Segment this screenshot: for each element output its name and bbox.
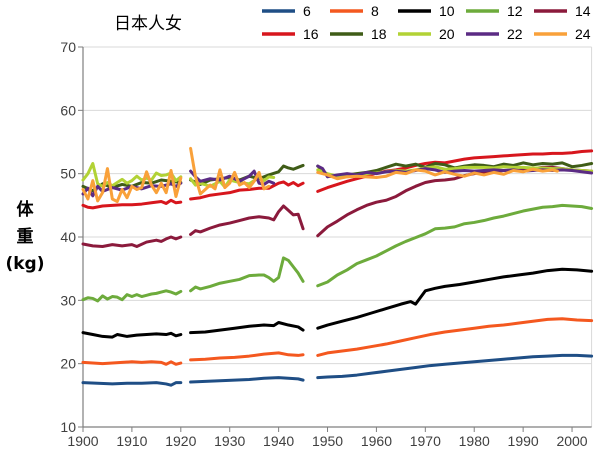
legend-item-6: 6 [262,3,311,19]
legend-item-20: 20 [398,26,455,42]
series-line-24 [81,146,559,204]
legend-item-8: 8 [330,3,379,19]
x-tick-label: 1910 [116,433,147,449]
legend-item-24: 24 [534,26,591,42]
y-tick-label: 70 [60,39,76,55]
y-axis-title-line: 体 [16,200,34,220]
x-tick-label: 1960 [361,433,392,449]
x-tick-label: 1920 [165,433,196,449]
y-tick-label: 30 [60,292,76,308]
x-tick-label: 1970 [410,433,441,449]
legend-label: 14 [575,3,591,19]
y-axis-title: 体 重 (kg) [3,197,47,278]
y-tick-label: 20 [60,356,76,372]
legend-label: 18 [371,26,387,42]
legend-label: 8 [371,3,379,19]
x-tick-label: 1900 [67,433,98,449]
legend-item-18: 18 [330,26,387,42]
x-tick-label: 1980 [459,433,490,449]
x-tick-label: 1950 [312,433,343,449]
x-tick-label: 2000 [556,433,587,449]
y-axis-tick-labels: 10 20 30 40 50 60 70 [60,39,76,435]
x-tick-label: 1990 [508,433,539,449]
x-tick-label: 1940 [263,433,294,449]
legend-item-10: 10 [398,3,455,19]
legend: 6 8 10 12 14 16 18 20 22 24 [262,3,591,42]
plot-lines [81,146,594,387]
legend-item-16: 16 [262,26,319,42]
legend-label: 10 [439,3,455,19]
legend-label: 24 [575,26,591,42]
series-line-8 [81,317,594,366]
chart-title: 日本人女 [114,14,182,34]
series-line-10 [81,267,594,339]
legend-label: 6 [303,3,311,19]
axes [78,46,592,432]
x-tick-label: 1930 [214,433,245,449]
y-tick-label: 10 [60,419,76,435]
legend-label: 20 [439,26,455,42]
y-tick-label: 50 [60,166,76,182]
legend-item-22: 22 [466,26,523,42]
series-line-6 [81,353,594,387]
legend-label: 16 [303,26,319,42]
y-tick-label: 40 [60,229,76,245]
y-axis-title-line: 重 [16,227,34,247]
legend-item-14: 14 [534,3,591,19]
x-axis-tick-labels: 1900 1910 1920 1930 1940 1950 1960 1970 1980 1990… [67,433,587,449]
y-tick-label: 60 [60,102,76,118]
y-axis-title-line: (kg) [5,254,45,274]
gridlines [83,46,593,427]
legend-label: 12 [507,3,523,19]
legend-item-12: 12 [466,3,523,19]
series-line-12 [81,203,594,303]
legend-label: 22 [507,26,523,42]
